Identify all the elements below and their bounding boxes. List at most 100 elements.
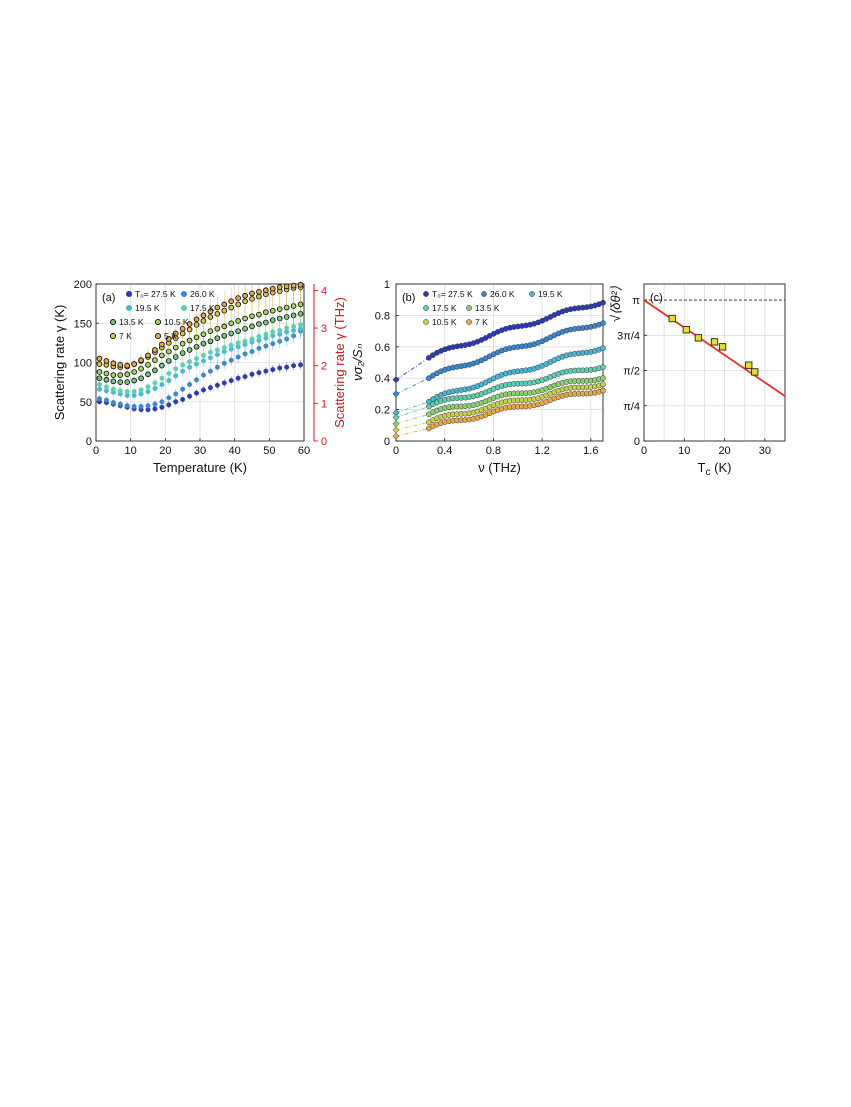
data-point	[145, 371, 151, 378]
data-point	[96, 361, 103, 367]
data-point	[96, 355, 103, 362]
zero-freq-point	[392, 432, 400, 440]
x-tick-label: 30	[759, 445, 771, 457]
data-point	[249, 313, 255, 320]
data-point	[221, 380, 227, 386]
extrapolation-line	[395, 428, 429, 437]
data-point	[159, 399, 165, 405]
x-tick-label: 50	[263, 445, 275, 457]
data-point	[145, 352, 151, 359]
zero-freq-point	[392, 376, 400, 384]
legend-marker	[180, 304, 188, 312]
data-point	[103, 370, 110, 377]
data-point	[124, 371, 131, 378]
legend-label: 17.5 K	[432, 303, 457, 313]
data-point	[207, 349, 213, 355]
data-point	[96, 369, 103, 375]
data-point	[694, 334, 703, 342]
extrapolation-line	[395, 421, 429, 431]
data-point	[165, 358, 172, 364]
series-a-0	[96, 359, 304, 414]
zero-freq-point	[392, 420, 400, 428]
legend-a: T₀= 27.5 K 26.0 K 19.5 K 17.5 K 13.5 K 10.5 K…	[109, 289, 215, 341]
data-point	[159, 362, 165, 369]
extrapolation-line	[395, 406, 430, 418]
x-tick-label: 20	[159, 445, 171, 457]
y-axis-label: √⟨δθ²⟩	[608, 286, 623, 322]
legend-marker	[125, 304, 133, 312]
data-point	[228, 357, 234, 363]
data-point	[166, 402, 172, 408]
data-point	[166, 370, 172, 376]
legend-marker	[109, 332, 117, 340]
legend-marker	[109, 318, 117, 326]
panel-b: 0 0.4 0.8 1.2 1.6 0 0.2 0.4 0.6 0.8 1 ν (THz) νσ₂/Sₙ…	[350, 279, 606, 475]
panel-label-a: (a)	[102, 292, 115, 304]
zero-freq-point	[392, 390, 400, 398]
right-y-tick-label: 0	[321, 436, 327, 448]
data-point	[124, 379, 131, 385]
x-tick-label: 40	[229, 445, 241, 457]
data-point	[138, 403, 144, 409]
data-point	[180, 396, 186, 402]
series-a-7	[96, 281, 304, 372]
data-point	[117, 388, 123, 394]
x-tick-label: 30	[194, 445, 206, 457]
data-point	[600, 364, 606, 370]
legend-label: T₀= 27.5 K	[432, 289, 473, 299]
zero-freq-point	[392, 426, 400, 434]
extrapolation-line	[395, 401, 430, 414]
legend-label: T₀= 27.5 K	[135, 289, 176, 299]
legend-marker	[154, 318, 162, 326]
panel-label-b: (b)	[402, 292, 415, 304]
data-point	[242, 292, 248, 299]
legend-label: 7 K	[119, 331, 132, 341]
data-point	[263, 309, 269, 316]
y-tick-label: 3π/4	[617, 330, 640, 342]
data-point	[131, 389, 137, 395]
data-point	[152, 401, 158, 407]
panel-label-c: (c)	[650, 292, 663, 304]
data-point	[249, 290, 255, 297]
data-point	[751, 368, 759, 376]
data-point	[718, 343, 727, 351]
data-point	[138, 375, 144, 382]
legend-marker	[423, 291, 429, 297]
data-point	[110, 360, 117, 367]
data-point	[269, 307, 276, 314]
data-point	[242, 315, 248, 322]
data-point	[256, 311, 262, 318]
data-point	[277, 365, 283, 371]
data-point	[600, 387, 606, 394]
data-point	[270, 367, 276, 373]
data-point	[173, 399, 179, 405]
data-point	[124, 403, 130, 409]
data-point	[235, 375, 241, 381]
legend-marker	[481, 291, 487, 297]
data-point	[187, 381, 193, 387]
data-point	[103, 397, 109, 403]
legend-label: 19.5 K	[135, 303, 160, 313]
data-point	[131, 361, 137, 367]
series-b-2	[392, 345, 606, 417]
y-tick-label: 0.6	[375, 342, 390, 354]
data-point	[200, 312, 207, 319]
series-b-1	[392, 320, 606, 398]
data-point	[242, 374, 248, 380]
legend-label: 26.0 K	[490, 289, 515, 299]
data-point	[96, 375, 103, 382]
data-point	[228, 298, 235, 305]
data-point	[186, 321, 193, 327]
x-tick-label: 0.8	[486, 445, 501, 457]
data-point	[200, 352, 206, 358]
data-point	[193, 334, 200, 341]
panel-a: 0 10 20 30 40 50 60 0 50 100 150 200 0 1 2 3 4 Temperatur…	[52, 279, 347, 475]
data-point	[159, 341, 165, 348]
extrapolation-line	[395, 357, 430, 381]
data-point	[249, 371, 255, 377]
data-point	[745, 361, 753, 369]
data-point	[165, 336, 172, 342]
x-axis-label-unit: (K)	[711, 460, 732, 475]
data-point	[194, 356, 200, 362]
